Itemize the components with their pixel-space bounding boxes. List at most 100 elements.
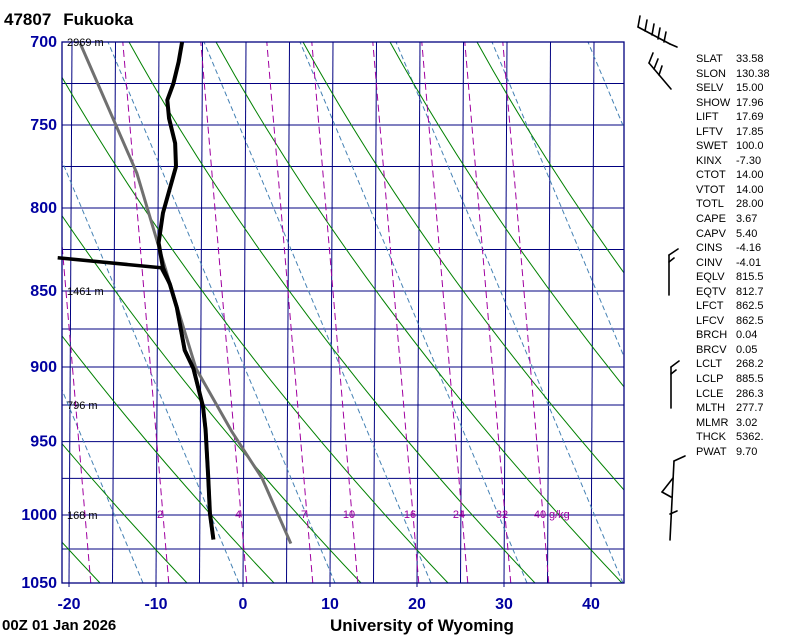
- temperature-axis-label: 20: [408, 596, 426, 613]
- temperature-profile-line: [156, 41, 216, 540]
- stat-row: LCLT 268.2: [696, 357, 770, 372]
- stat-row: SHOW 17.96: [696, 96, 770, 111]
- stat-value: 268.2: [736, 358, 764, 371]
- wind-barb-segment: [648, 62, 672, 90]
- dry-adiabat-lines: [62, 42, 624, 583]
- stat-label: SELV: [696, 82, 724, 95]
- wind-barb-segment: [669, 460, 675, 541]
- stat-row: THCK 5362.: [696, 430, 770, 445]
- mixing-ratio-lines: [62, 42, 550, 583]
- stat-value: 14.00: [736, 169, 764, 182]
- wind-barb-segment: [669, 510, 678, 515]
- stat-row: CAPE 3.67: [696, 212, 770, 227]
- stat-row: EQTV 812.7: [696, 285, 770, 300]
- stat-label: VTOT: [696, 183, 726, 196]
- stat-value: -4.16: [736, 242, 762, 255]
- wind-barb-segment: [670, 360, 680, 368]
- temperature-axis-label: 40: [582, 596, 600, 613]
- stat-value: 14.00: [736, 183, 764, 196]
- stat-value: 815.5: [736, 271, 764, 284]
- moist-adiabat-line: [389, 42, 624, 388]
- stat-row: VTOT 14.00: [696, 183, 770, 198]
- isotherm-line: [112, 41, 116, 584]
- stat-label: SWET: [696, 140, 728, 153]
- isotherm-line: [373, 41, 377, 584]
- pressure-axis-label: 900: [30, 359, 57, 376]
- page-title: 47807 Fukuoka: [4, 10, 133, 30]
- stat-label: CINS: [696, 242, 723, 255]
- mixing-ratio-label: 10: [343, 509, 355, 521]
- stat-label: LIFT: [696, 111, 719, 124]
- stat-label: SLAT: [696, 53, 723, 65]
- stat-value: 33.58: [736, 53, 764, 65]
- mixing-ratio-line: [372, 42, 420, 583]
- stat-row: LFCV 862.5: [696, 314, 770, 329]
- wind-barb-segment: [673, 455, 686, 462]
- stat-row: MLTH 277.7: [696, 401, 770, 416]
- isotherm-line: [329, 41, 334, 584]
- isobar-isotherm-grid: [62, 41, 624, 584]
- stat-value: 17.96: [736, 96, 764, 109]
- stat-value: 862.5: [736, 314, 764, 327]
- wind-barb-segment: [661, 477, 674, 493]
- temperature-axis-label: 0: [239, 596, 248, 613]
- moist-adiabat-line: [62, 76, 449, 583]
- mixing-ratio-line: [122, 42, 170, 583]
- stat-value: 3.02: [736, 416, 758, 429]
- stat-label: EQTV: [696, 285, 726, 298]
- stat-row: LFTV 17.85: [696, 125, 770, 140]
- stat-row: SWET 100.0: [696, 139, 770, 154]
- wind-barb-segment: [663, 31, 667, 43]
- mixing-ratio-label: 7: [301, 509, 307, 521]
- wind-barb-segment: [669, 43, 678, 48]
- stat-label: TOTL: [696, 198, 724, 211]
- wind-barb-segment: [658, 65, 663, 76]
- stat-label: KINX: [696, 154, 722, 167]
- wind-barb-segment: [653, 58, 659, 70]
- wind-barb-segment: [637, 15, 641, 28]
- stat-label: LCLP: [696, 373, 724, 386]
- stat-row: SELV 15.00: [696, 81, 770, 96]
- stat-row: CTOT 14.00: [696, 168, 770, 183]
- stat-label: CAPE: [696, 213, 726, 226]
- wind-barb-segment: [657, 27, 661, 40]
- stat-value: 5362.: [736, 431, 764, 444]
- stat-row: LFCT 862.5: [696, 299, 770, 314]
- dry-adiabat-line: [395, 42, 624, 583]
- mixing-ratio-label: 40: [534, 509, 546, 521]
- pressure-axis-label: 1000: [21, 507, 57, 524]
- temperature-axis-label: -10: [144, 596, 167, 613]
- wind-barb-segment: [651, 23, 655, 36]
- station-id: 47807: [4, 10, 52, 29]
- stat-label: BRCH: [696, 329, 728, 342]
- moist-adiabat-lines: [62, 42, 624, 583]
- mixing-ratio-line: [421, 42, 469, 583]
- stat-value: 885.5: [736, 373, 764, 386]
- isotherm-line: [242, 41, 247, 584]
- pressure-axis-label: 800: [30, 200, 57, 217]
- stat-label: BRCV: [696, 343, 727, 356]
- stat-label: CAPV: [696, 227, 726, 240]
- height-label: 168 m: [67, 510, 98, 522]
- mixing-ratio-label: 2: [157, 509, 163, 521]
- temperature-trace: [156, 41, 216, 540]
- stat-row: TOTL 28.00: [696, 197, 770, 212]
- stat-row: BRCV 0.05: [696, 343, 770, 358]
- isotherm-line: [286, 41, 290, 584]
- stat-label: LFCT: [696, 300, 724, 313]
- wind-barb: [637, 15, 678, 48]
- temperature-axis-label: 30: [495, 596, 513, 613]
- mixing-ratio-line: [311, 42, 359, 583]
- temperature-axis-label: -20: [57, 596, 80, 613]
- wind-barb: [648, 52, 672, 90]
- stat-value: 100.0: [736, 140, 764, 153]
- height-label: 2969 m: [67, 37, 104, 49]
- stat-value: 28.00: [736, 198, 764, 211]
- dry-adiabat-line: [299, 42, 528, 583]
- pressure-axis-label: 1050: [21, 575, 57, 592]
- stat-label: PWAT: [696, 445, 727, 458]
- mixing-ratio-line: [200, 42, 248, 583]
- isotherm-line: [416, 41, 421, 584]
- stat-label: LCLT: [696, 358, 723, 371]
